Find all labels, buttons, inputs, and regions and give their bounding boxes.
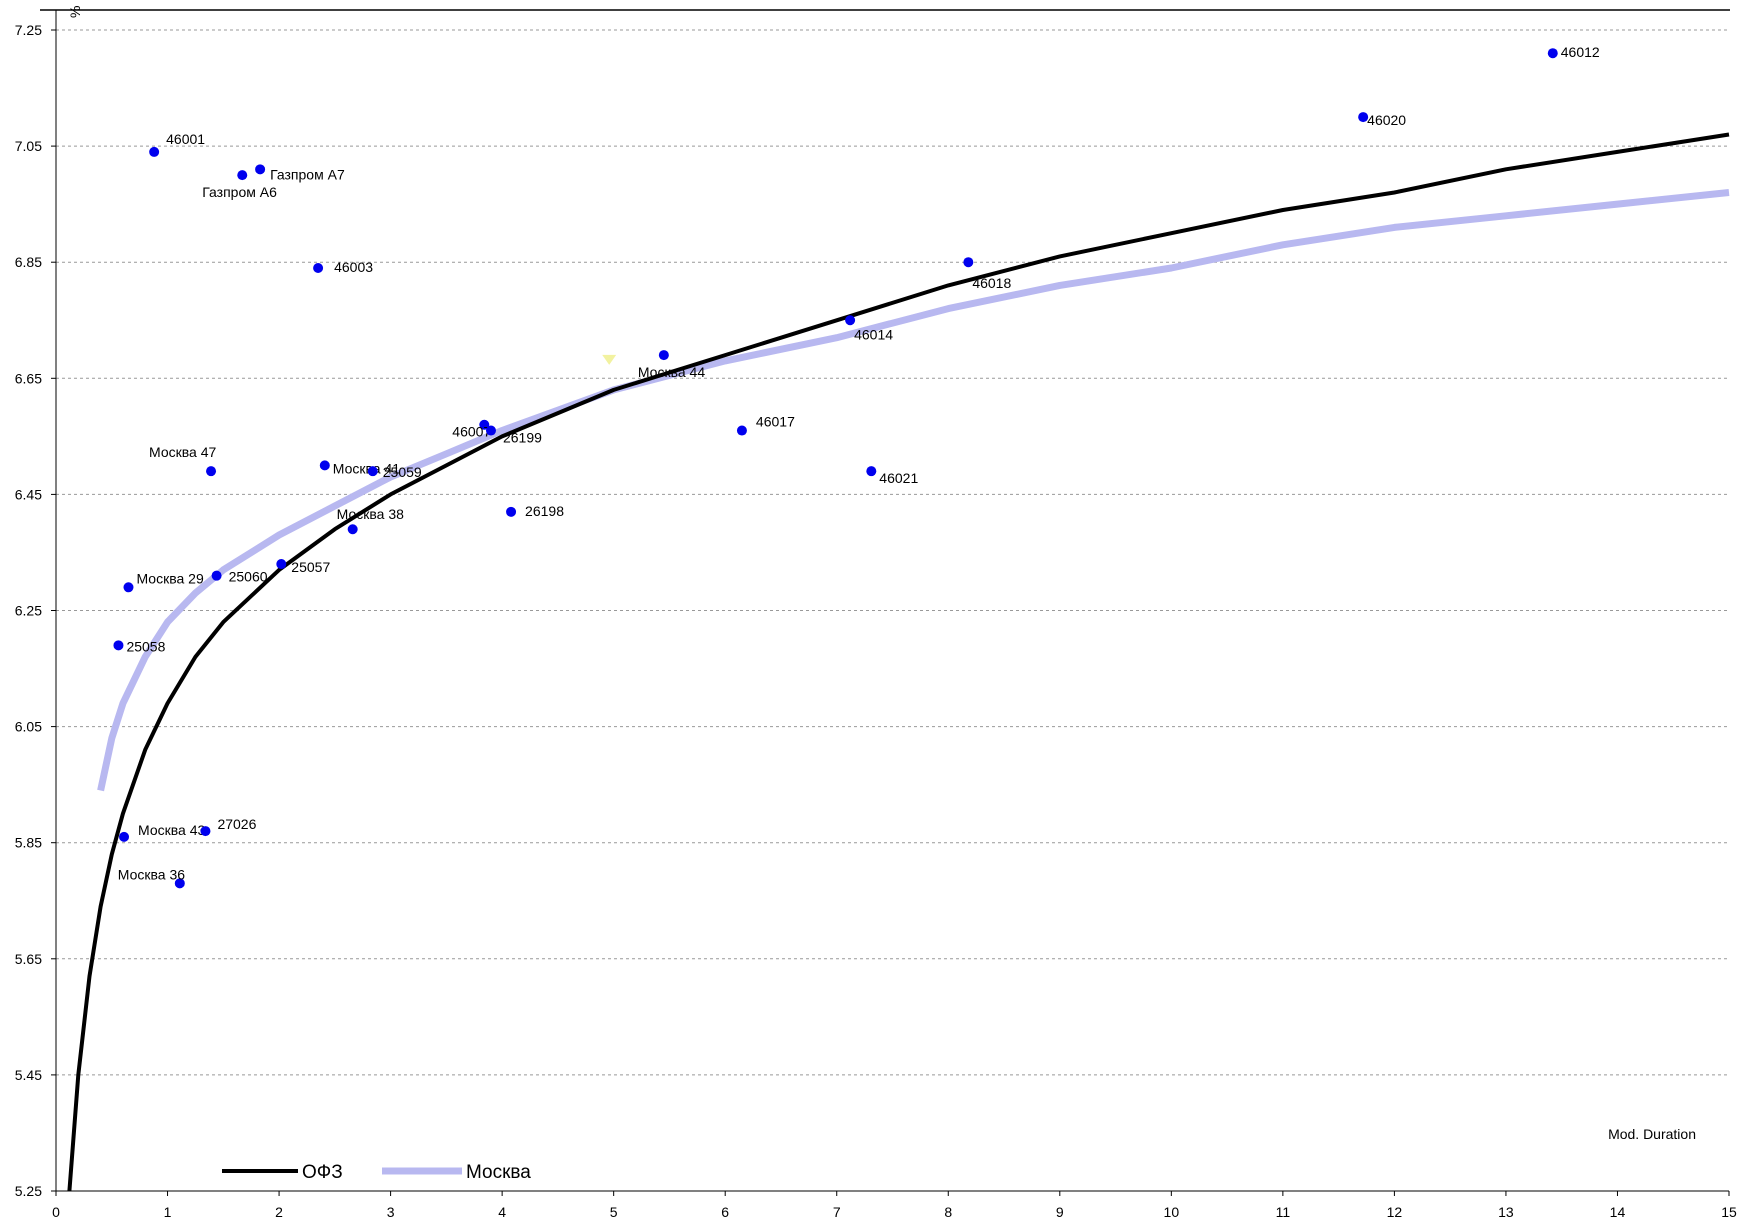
ofz-curve (69, 135, 1729, 1192)
y-tick-label: 5.65 (15, 951, 42, 967)
data-point-label: 26198 (525, 503, 564, 519)
y-tick-label: 6.65 (15, 370, 42, 386)
data-point (149, 147, 159, 157)
x-tick-label: 3 (387, 1204, 395, 1220)
data-point (506, 507, 516, 517)
data-point-label: Москва 29 (136, 570, 203, 586)
data-point (200, 826, 210, 836)
x-tick-label: 12 (1387, 1204, 1403, 1220)
data-point-label: 46012 (1561, 44, 1600, 60)
data-point (255, 164, 265, 174)
y-axis-title: % (67, 6, 83, 18)
y-tick-label: 5.25 (15, 1183, 42, 1199)
data-point-label: 46014 (854, 326, 893, 342)
x-tick-label: 0 (52, 1204, 60, 1220)
data-point-label: Газпром А6 (202, 184, 277, 200)
data-point (368, 466, 378, 476)
data-point-label: 25058 (126, 638, 165, 654)
x-tick-label: 1 (164, 1204, 172, 1220)
legend-label-ofz: ОФЗ (302, 1162, 343, 1183)
data-point (486, 426, 496, 436)
x-tick-label: 7 (833, 1204, 841, 1220)
x-tick-label: 15 (1721, 1204, 1737, 1220)
x-tick-label: 5 (610, 1204, 618, 1220)
data-point (212, 571, 222, 581)
data-point-label: 46007 (452, 424, 491, 440)
x-tick-label: 6 (721, 1204, 729, 1220)
y-tick-label: 6.85 (15, 254, 42, 270)
data-point-label: Москва 38 (337, 506, 404, 522)
y-tick-label: 6.05 (15, 719, 42, 735)
y-tick-label: 7.05 (15, 138, 42, 154)
data-point-label: 26199 (503, 430, 542, 446)
data-point-label: Газпром А7 (270, 166, 345, 182)
data-point-label: Москва 43 (138, 822, 205, 838)
data-point (313, 263, 323, 273)
data-point (1548, 48, 1558, 58)
data-point-label: 46003 (334, 259, 373, 275)
data-point (123, 582, 133, 592)
x-tick-label: 14 (1610, 1204, 1626, 1220)
y-tick-label: 5.45 (15, 1067, 42, 1083)
data-point (276, 559, 286, 569)
data-point-label: Москва 44 (638, 364, 705, 380)
data-point-label: Москва 47 (149, 444, 216, 460)
data-point (659, 350, 669, 360)
data-point-label: 46018 (972, 275, 1011, 291)
data-point (119, 832, 129, 842)
x-axis-title: Mod. Duration (1608, 1126, 1696, 1142)
y-tick-label: 5.85 (15, 835, 42, 851)
moscow-curve (101, 193, 1729, 791)
data-point (845, 315, 855, 325)
data-point (866, 466, 876, 476)
x-tick-label: 13 (1498, 1204, 1514, 1220)
x-tick-label: 2 (275, 1204, 283, 1220)
x-tick-label: 9 (1056, 1204, 1064, 1220)
data-point (206, 466, 216, 476)
data-point-label: 25059 (383, 464, 422, 480)
data-point (320, 460, 330, 470)
data-point-label: 46017 (756, 414, 795, 430)
data-point (348, 524, 358, 534)
y-tick-label: 6.25 (15, 603, 42, 619)
data-point (963, 257, 973, 267)
x-tick-label: 8 (944, 1204, 952, 1220)
legend-label-moscow: Москва (466, 1162, 531, 1183)
data-point-label: 27026 (217, 816, 256, 832)
data-point-label: 46020 (1367, 112, 1406, 128)
data-point (237, 170, 247, 180)
data-point-label: 46021 (879, 470, 918, 486)
x-tick-label: 4 (498, 1204, 506, 1220)
data-point-label: 25060 (229, 569, 268, 585)
data-point-label: 25057 (291, 559, 330, 575)
y-tick-label: 7.25 (15, 22, 42, 38)
x-tick-label: 10 (1164, 1204, 1180, 1220)
special-marker (602, 355, 616, 365)
data-point (737, 426, 747, 436)
data-point (113, 640, 123, 650)
data-point-label: 46001 (166, 131, 205, 147)
data-point-label: Москва 36 (118, 866, 185, 882)
y-tick-label: 6.45 (15, 486, 42, 502)
x-tick-label: 11 (1276, 1204, 1291, 1220)
